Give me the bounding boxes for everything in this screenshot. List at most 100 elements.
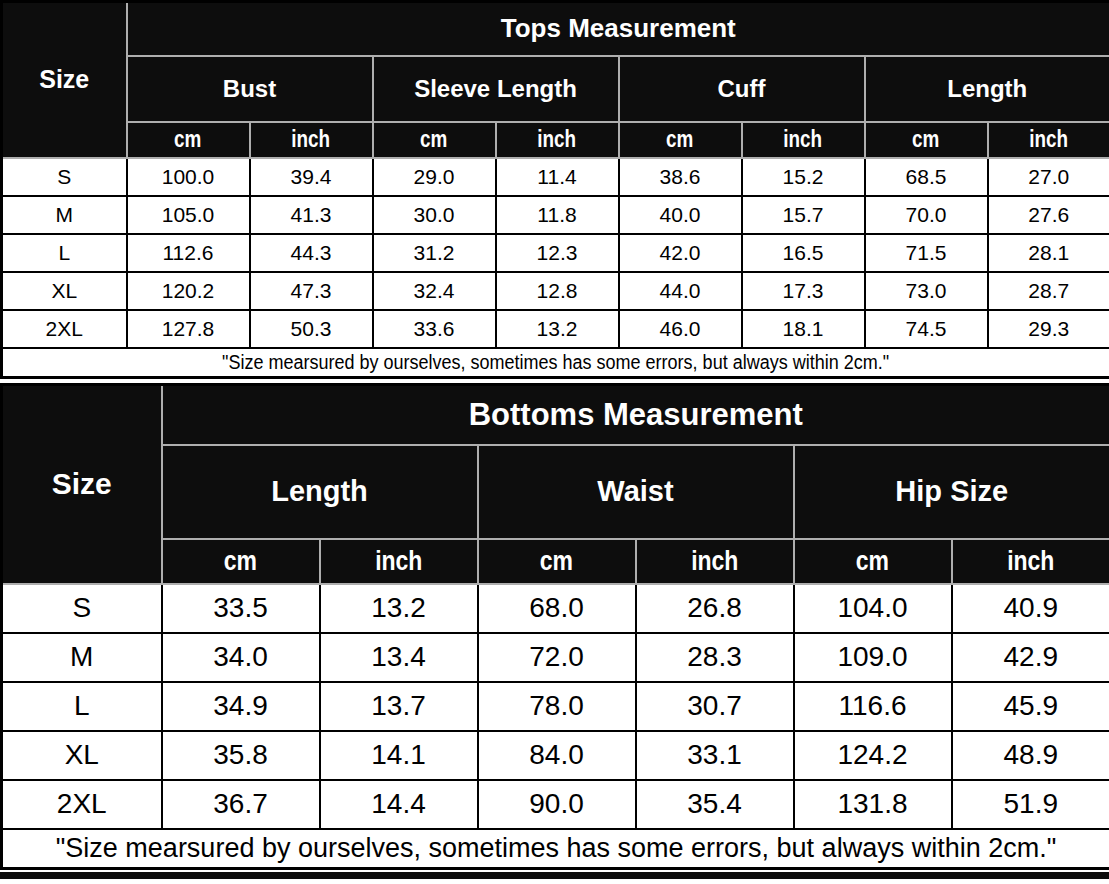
measurement-cell: 28.7 <box>988 272 1109 310</box>
table-row: 2XL 127.8 50.3 33.6 13.2 46.0 18.1 74.5 … <box>2 310 1109 348</box>
size-chart-page: Size Tops Measurement Bust Sleeve Length… <box>0 0 1109 884</box>
measurement-cell: 30.0 <box>373 196 496 234</box>
unit-header: inch <box>496 122 619 158</box>
table-row: S 100.0 39.4 29.0 11.4 38.6 15.2 68.5 27… <box>2 158 1109 196</box>
unit-header: cm <box>127 122 250 158</box>
table-row: 2XL 36.7 14.4 90.0 35.4 131.8 51.9 <box>2 780 1109 829</box>
measurement-cell: 109.0 <box>794 633 952 682</box>
unit-header: inch <box>250 122 373 158</box>
unit-header: cm <box>478 539 636 584</box>
measurement-cell: 74.5 <box>865 310 988 348</box>
bottoms-table-title: Bottoms Measurement <box>162 385 1109 445</box>
table-row: XL 35.8 14.1 84.0 33.1 124.2 48.9 <box>2 731 1109 780</box>
measurement-cell: 18.1 <box>742 310 865 348</box>
measurement-cell: 31.2 <box>373 234 496 272</box>
measurement-cell: 41.3 <box>250 196 373 234</box>
measurement-cell: 28.1 <box>988 234 1109 272</box>
measurement-cell: 71.5 <box>865 234 988 272</box>
table-row: XL 120.2 47.3 32.4 12.8 44.0 17.3 73.0 2… <box>2 272 1109 310</box>
size-row-label: 2XL <box>2 310 127 348</box>
measurement-cell: 28.3 <box>636 633 794 682</box>
tops-group-sleeve-length: Sleeve Length <box>373 56 619 122</box>
measurement-cell: 84.0 <box>478 731 636 780</box>
measurement-cell: 33.5 <box>162 584 320 633</box>
measurement-cell: 34.9 <box>162 682 320 731</box>
footnote-text: "Size mearsured by ourselves, sometimes … <box>56 833 1057 863</box>
measurement-cell: 70.0 <box>865 196 988 234</box>
unit-label: inch <box>375 545 422 577</box>
bottoms-group-length: Length <box>162 445 478 539</box>
tops-unit-header-row: cm inch cm inch cm inch cm inch <box>2 122 1109 158</box>
unit-header: cm <box>373 122 496 158</box>
size-row-label: L <box>2 234 127 272</box>
measurement-cell: 50.3 <box>250 310 373 348</box>
measurement-cell: 44.0 <box>619 272 742 310</box>
measurement-cell: 90.0 <box>478 780 636 829</box>
measurement-cell: 100.0 <box>127 158 250 196</box>
unit-label: cm <box>420 126 447 153</box>
bottoms-size-corner-header: Size <box>2 385 162 584</box>
tops-group-header-row: Bust Sleeve Length Cuff Length <box>2 56 1109 122</box>
unit-label: inch <box>538 126 577 153</box>
unit-header: cm <box>162 539 320 584</box>
measurement-cell: 14.1 <box>320 731 478 780</box>
size-row-label: XL <box>2 272 127 310</box>
size-row-label: XL <box>2 731 162 780</box>
table-row: M 105.0 41.3 30.0 11.8 40.0 15.7 70.0 27… <box>2 196 1109 234</box>
size-row-label: S <box>2 584 162 633</box>
size-row-label: L <box>2 682 162 731</box>
measurement-cell: 78.0 <box>478 682 636 731</box>
unit-header: inch <box>952 539 1109 584</box>
size-row-label: M <box>2 196 127 234</box>
tops-measurement-table: Size Tops Measurement Bust Sleeve Length… <box>0 0 1109 379</box>
unit-label: cm <box>224 545 257 577</box>
unit-header: inch <box>636 539 794 584</box>
measurement-cell: 51.9 <box>952 780 1109 829</box>
measurement-cell: 116.6 <box>794 682 952 731</box>
bottoms-measurement-table: Size Bottoms Measurement Length Waist Hi… <box>0 383 1109 870</box>
measurement-cell: 112.6 <box>127 234 250 272</box>
measurement-cell: 124.2 <box>794 731 952 780</box>
table-row: L 34.9 13.7 78.0 30.7 116.6 45.9 <box>2 682 1109 731</box>
unit-header: inch <box>742 122 865 158</box>
measurement-cell: 68.5 <box>865 158 988 196</box>
unit-label: inch <box>1007 545 1054 577</box>
measurement-cell: 33.6 <box>373 310 496 348</box>
measurement-cell: 44.3 <box>250 234 373 272</box>
measurement-cell: 27.6 <box>988 196 1109 234</box>
bottoms-footnote-row: "Size mearsured by ourselves, sometimes … <box>2 829 1109 869</box>
measurement-cell: 35.4 <box>636 780 794 829</box>
tops-group-cuff: Cuff <box>619 56 865 122</box>
measurement-cell: 34.0 <box>162 633 320 682</box>
unit-label: inch <box>784 126 823 153</box>
unit-label: cm <box>912 126 939 153</box>
measurement-cell: 17.3 <box>742 272 865 310</box>
measurement-cell: 29.0 <box>373 158 496 196</box>
unit-label: inch <box>1029 126 1068 153</box>
measurement-cell: 42.0 <box>619 234 742 272</box>
measurement-cell: 32.4 <box>373 272 496 310</box>
measurement-cell: 47.3 <box>250 272 373 310</box>
measurement-cell: 15.2 <box>742 158 865 196</box>
measurement-cell: 11.4 <box>496 158 619 196</box>
tops-group-bust: Bust <box>127 56 373 122</box>
measurement-cell: 72.0 <box>478 633 636 682</box>
measurement-cell: 13.4 <box>320 633 478 682</box>
bottoms-footnote: "Size mearsured by ourselves, sometimes … <box>2 829 1109 869</box>
measurement-cell: 11.8 <box>496 196 619 234</box>
measurement-cell: 13.2 <box>496 310 619 348</box>
measurement-cell: 68.0 <box>478 584 636 633</box>
unit-label: inch <box>691 545 738 577</box>
unit-label: cm <box>666 126 693 153</box>
bottoms-unit-header-row: cm inch cm inch cm inch <box>2 539 1109 584</box>
measurement-cell: 35.8 <box>162 731 320 780</box>
unit-label: cm <box>856 545 889 577</box>
measurement-cell: 46.0 <box>619 310 742 348</box>
unit-header: inch <box>320 539 478 584</box>
measurement-cell: 39.4 <box>250 158 373 196</box>
size-row-label: M <box>2 633 162 682</box>
measurement-cell: 13.2 <box>320 584 478 633</box>
bottoms-title-row: Size Bottoms Measurement <box>2 385 1109 445</box>
measurement-cell: 14.4 <box>320 780 478 829</box>
tops-table-title: Tops Measurement <box>127 2 1109 56</box>
